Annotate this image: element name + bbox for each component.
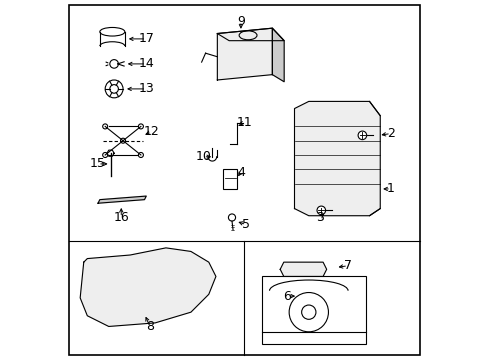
Text: 6: 6 bbox=[283, 289, 291, 303]
Circle shape bbox=[357, 131, 366, 140]
Text: 11: 11 bbox=[236, 116, 252, 129]
Circle shape bbox=[121, 138, 125, 143]
Polygon shape bbox=[217, 28, 284, 41]
Bar bbox=[223, 169, 237, 189]
Text: 5: 5 bbox=[242, 218, 250, 231]
Text: 17: 17 bbox=[138, 32, 154, 45]
Polygon shape bbox=[98, 196, 146, 203]
Text: 15: 15 bbox=[90, 157, 106, 170]
Circle shape bbox=[316, 206, 325, 215]
Circle shape bbox=[138, 153, 143, 157]
Text: 7: 7 bbox=[344, 259, 351, 272]
Polygon shape bbox=[80, 248, 216, 327]
Text: 9: 9 bbox=[237, 14, 244, 27]
Text: 1: 1 bbox=[386, 183, 394, 195]
Text: 4: 4 bbox=[237, 166, 244, 179]
Text: 2: 2 bbox=[386, 127, 394, 140]
Polygon shape bbox=[272, 28, 284, 82]
Text: 16: 16 bbox=[113, 211, 129, 224]
Circle shape bbox=[102, 124, 107, 129]
Polygon shape bbox=[280, 262, 326, 276]
Bar bbox=[262, 276, 365, 344]
Polygon shape bbox=[217, 28, 272, 80]
Text: 12: 12 bbox=[143, 125, 159, 138]
Text: 8: 8 bbox=[145, 320, 154, 333]
Text: 14: 14 bbox=[138, 57, 154, 71]
Polygon shape bbox=[294, 102, 380, 216]
Circle shape bbox=[138, 124, 143, 129]
Text: 13: 13 bbox=[138, 82, 154, 95]
Text: 3: 3 bbox=[315, 211, 323, 224]
Text: 10: 10 bbox=[195, 150, 211, 163]
Circle shape bbox=[102, 153, 107, 157]
